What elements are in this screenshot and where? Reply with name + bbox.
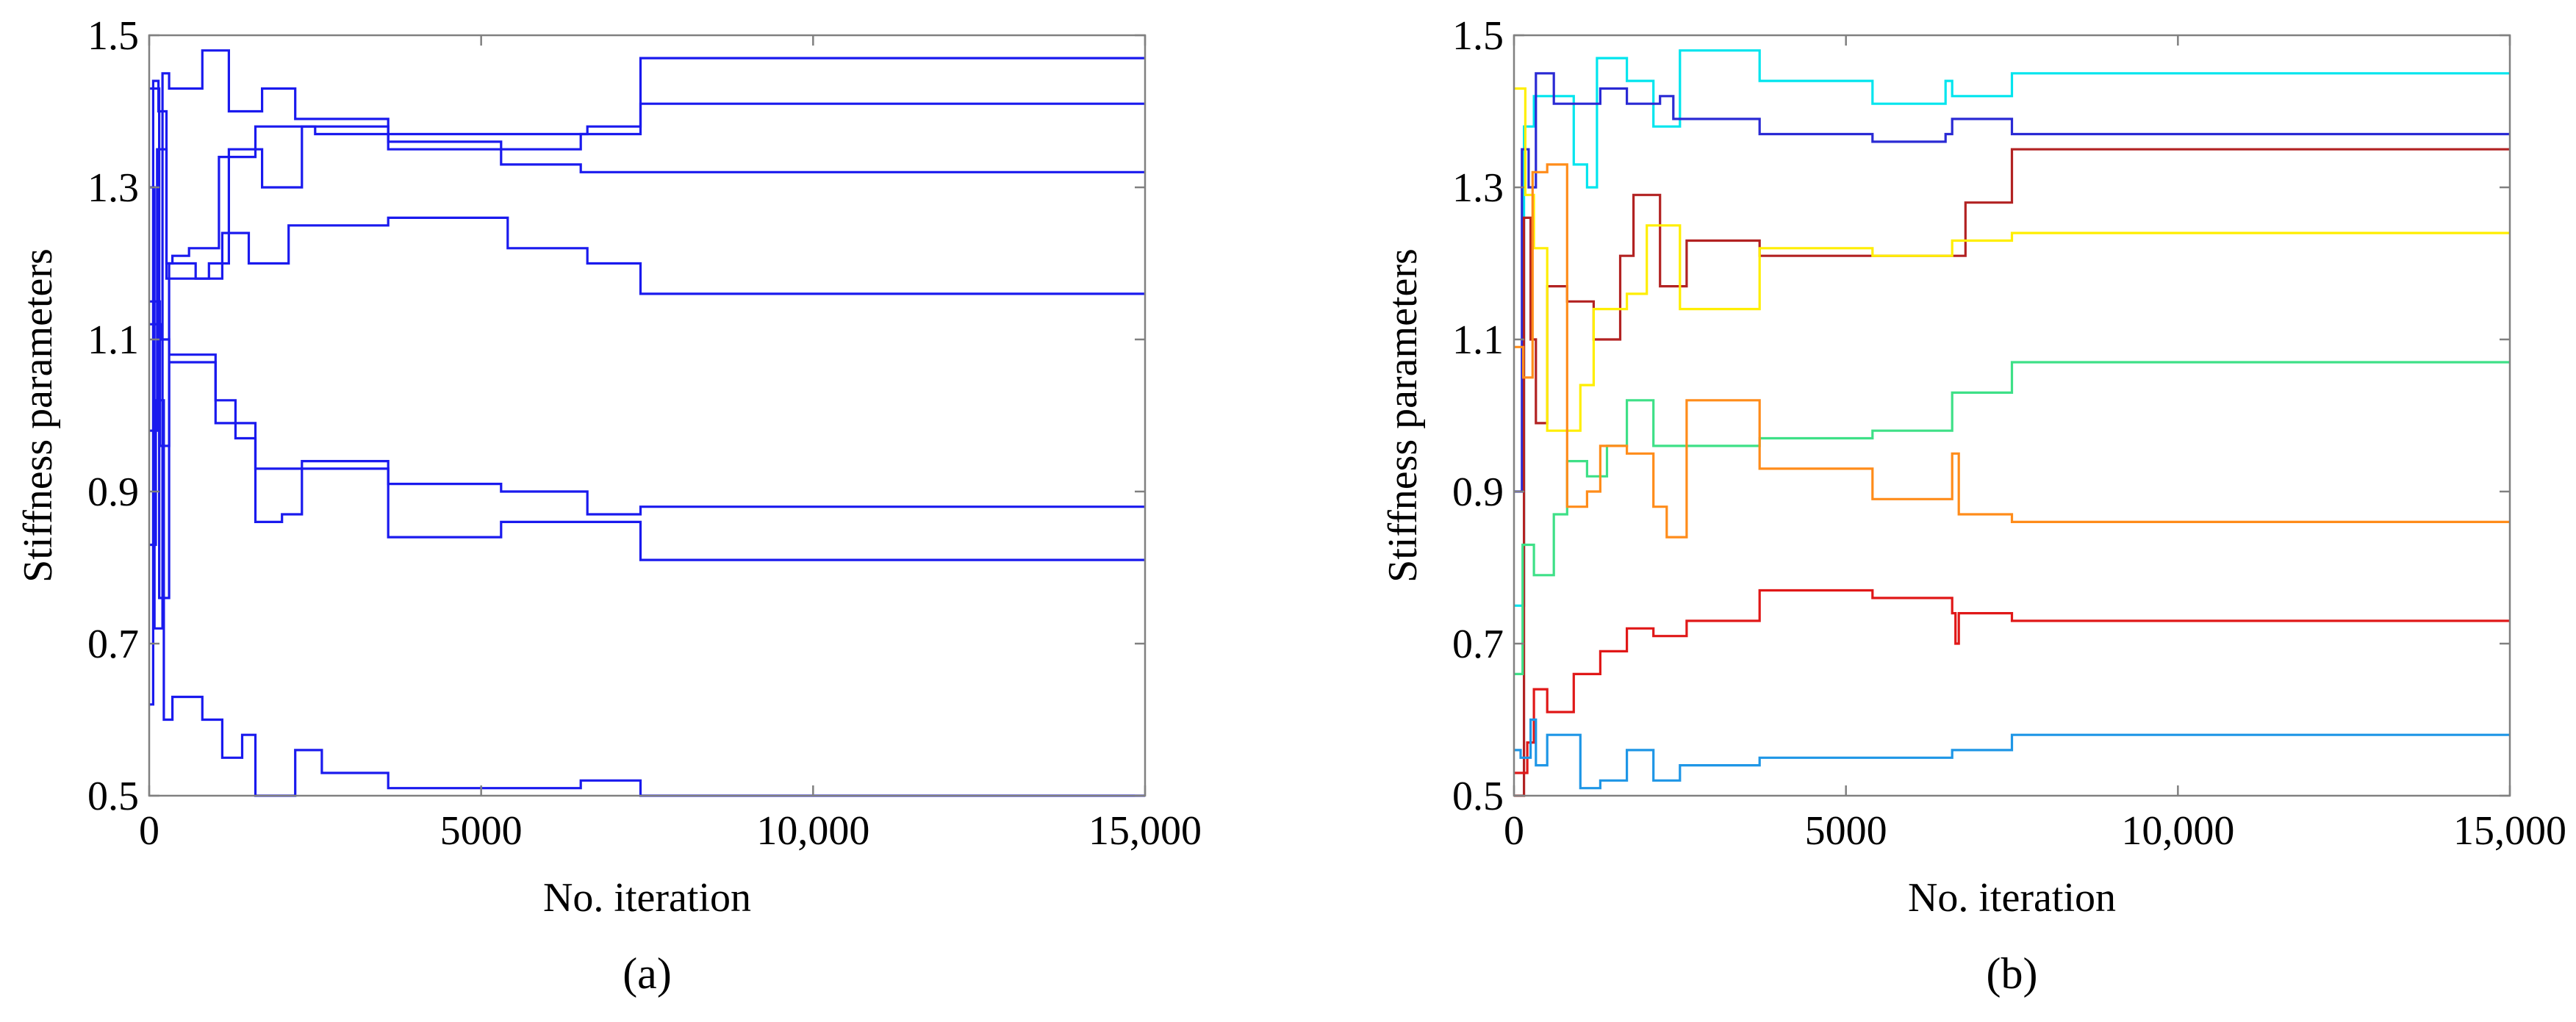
series-line-3	[149, 125, 1145, 432]
y-tick-label: 1.3	[87, 165, 139, 211]
y-tick-label: 0.5	[87, 774, 139, 819]
y-tick-label: 0.7	[1452, 622, 1504, 667]
x-tick-label: 0	[139, 808, 159, 854]
x-axis-label: No. iteration	[1908, 875, 2116, 921]
series-line-1	[1514, 49, 2510, 607]
x-axis-label: No. iteration	[543, 875, 751, 921]
chart-panel-b: 0.5 0.7 0.9 1.1 1.3 1.5 0 5000 10,000 15,000 No. i…	[1380, 13, 2566, 998]
series-group	[149, 49, 1145, 797]
series-line-8	[1514, 718, 2510, 790]
series-line-3	[1514, 148, 2510, 797]
series-line-7	[149, 399, 1145, 797]
series-line-2	[1514, 72, 2510, 493]
axes-frame	[148, 34, 1147, 797]
axes-frame	[1513, 34, 2511, 797]
series-line-7	[1514, 589, 2510, 774]
y-tick-label: 1.5	[87, 13, 139, 59]
series-group	[1514, 49, 2510, 797]
y-tick-label: 0.5	[1452, 774, 1504, 819]
x-tick-label: 10,000	[2121, 808, 2234, 854]
panel-caption: (a)	[623, 949, 672, 998]
chart-panel-a: 0.5 0.7 0.9 1.1 1.3 1.5 0 5000 10,000 15,000 No. i…	[15, 13, 1202, 998]
y-axis-label: Stiffness parameters	[15, 248, 61, 583]
series-line-6	[149, 323, 1145, 561]
x-tick-label: 10,000	[756, 808, 869, 854]
series-line-2	[149, 49, 1145, 630]
y-tick-label: 1.3	[1452, 165, 1504, 211]
series-line-1	[149, 57, 1145, 706]
y-tick-label: 1.1	[1452, 317, 1504, 363]
x-tick-label: 5000	[440, 808, 523, 854]
y-tick-label: 0.7	[87, 622, 139, 667]
y-axis-label: Stiffness parameters	[1380, 248, 1426, 583]
y-tick-label: 1.1	[87, 317, 139, 363]
x-tick-label: 15,000	[1088, 808, 1202, 854]
y-tick-label: 1.5	[1452, 13, 1504, 59]
x-tick-label: 15,000	[2453, 808, 2566, 854]
series-line-4	[1514, 87, 2510, 432]
x-tick-label: 5000	[1805, 808, 1887, 854]
series-line-5	[149, 87, 1145, 600]
series-line-4	[149, 216, 1145, 447]
panel-caption: (b)	[1987, 949, 2038, 998]
y-tick-label: 0.9	[1452, 469, 1504, 515]
series-line-6	[1514, 163, 2510, 539]
y-tick-label: 0.9	[87, 469, 139, 515]
x-tick-label: 0	[1504, 808, 1524, 854]
